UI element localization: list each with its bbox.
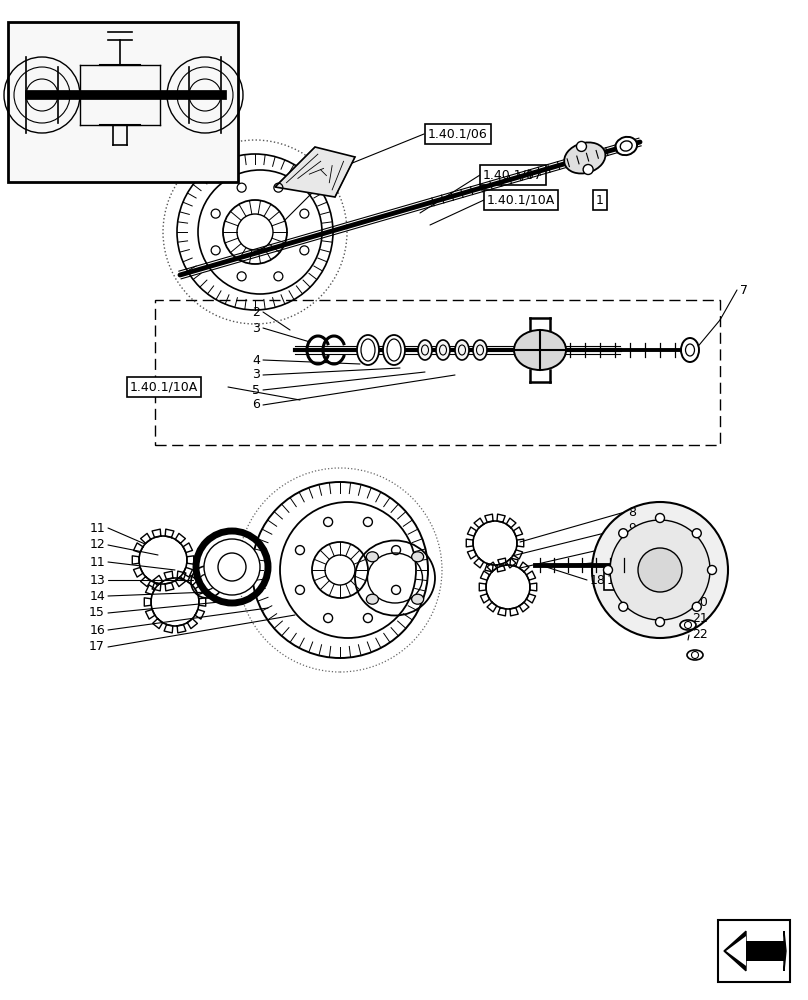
Text: 1.40.1/10A: 1.40.1/10A <box>487 194 555 207</box>
Ellipse shape <box>680 620 696 630</box>
Ellipse shape <box>473 340 487 360</box>
Text: 18: 18 <box>590 574 606 586</box>
Polygon shape <box>724 931 786 971</box>
Circle shape <box>576 141 587 151</box>
Bar <box>155 300 720 445</box>
Circle shape <box>619 602 628 611</box>
Text: 14: 14 <box>89 589 105 602</box>
Text: 19: 19 <box>607 574 623 586</box>
Text: 4: 4 <box>252 354 260 366</box>
Ellipse shape <box>366 594 378 604</box>
Ellipse shape <box>418 340 432 360</box>
Text: 8: 8 <box>628 554 636 566</box>
Circle shape <box>655 617 664 626</box>
Bar <box>8 22 238 182</box>
Circle shape <box>708 566 717 574</box>
Text: 7: 7 <box>740 284 748 296</box>
Ellipse shape <box>411 552 423 562</box>
Polygon shape <box>726 936 746 966</box>
Ellipse shape <box>366 552 378 562</box>
Bar <box>718 920 790 982</box>
Text: 20: 20 <box>692 595 708 608</box>
Circle shape <box>610 520 710 620</box>
Text: 3: 3 <box>252 368 260 381</box>
Text: 11: 11 <box>89 522 105 534</box>
Ellipse shape <box>687 650 703 660</box>
Text: 22: 22 <box>692 629 708 642</box>
Text: 3: 3 <box>252 322 260 334</box>
Text: 1.40.1/06: 1.40.1/06 <box>428 127 488 140</box>
Ellipse shape <box>455 340 469 360</box>
Ellipse shape <box>411 594 423 604</box>
Ellipse shape <box>564 142 605 174</box>
Text: 17: 17 <box>89 641 105 654</box>
Ellipse shape <box>436 340 450 360</box>
Text: 1.40.1/07: 1.40.1/07 <box>483 168 543 182</box>
Text: 5: 5 <box>252 383 260 396</box>
Text: 11: 11 <box>89 556 105 568</box>
Circle shape <box>692 529 701 538</box>
Text: 15: 15 <box>89 606 105 619</box>
Text: 16: 16 <box>89 624 105 637</box>
Circle shape <box>619 529 628 538</box>
Circle shape <box>692 602 701 611</box>
Text: 8: 8 <box>628 506 636 518</box>
Circle shape <box>204 539 260 595</box>
Text: 10: 10 <box>628 538 644 550</box>
Ellipse shape <box>357 335 379 365</box>
Text: 6: 6 <box>252 398 260 412</box>
Circle shape <box>655 514 664 522</box>
Circle shape <box>638 548 682 592</box>
Text: 1: 1 <box>596 194 604 207</box>
Text: 13: 13 <box>89 574 105 586</box>
Ellipse shape <box>616 137 637 155</box>
Text: 9: 9 <box>628 522 636 534</box>
Ellipse shape <box>681 338 699 362</box>
Ellipse shape <box>514 330 566 370</box>
Circle shape <box>592 502 728 638</box>
Text: 1.40.1/10A: 1.40.1/10A <box>130 380 198 393</box>
Circle shape <box>604 566 612 574</box>
Text: 21: 21 <box>692 611 708 624</box>
Ellipse shape <box>383 335 405 365</box>
Text: 12: 12 <box>89 538 105 552</box>
Circle shape <box>583 164 593 174</box>
Text: 2: 2 <box>252 306 260 318</box>
Polygon shape <box>275 147 355 197</box>
